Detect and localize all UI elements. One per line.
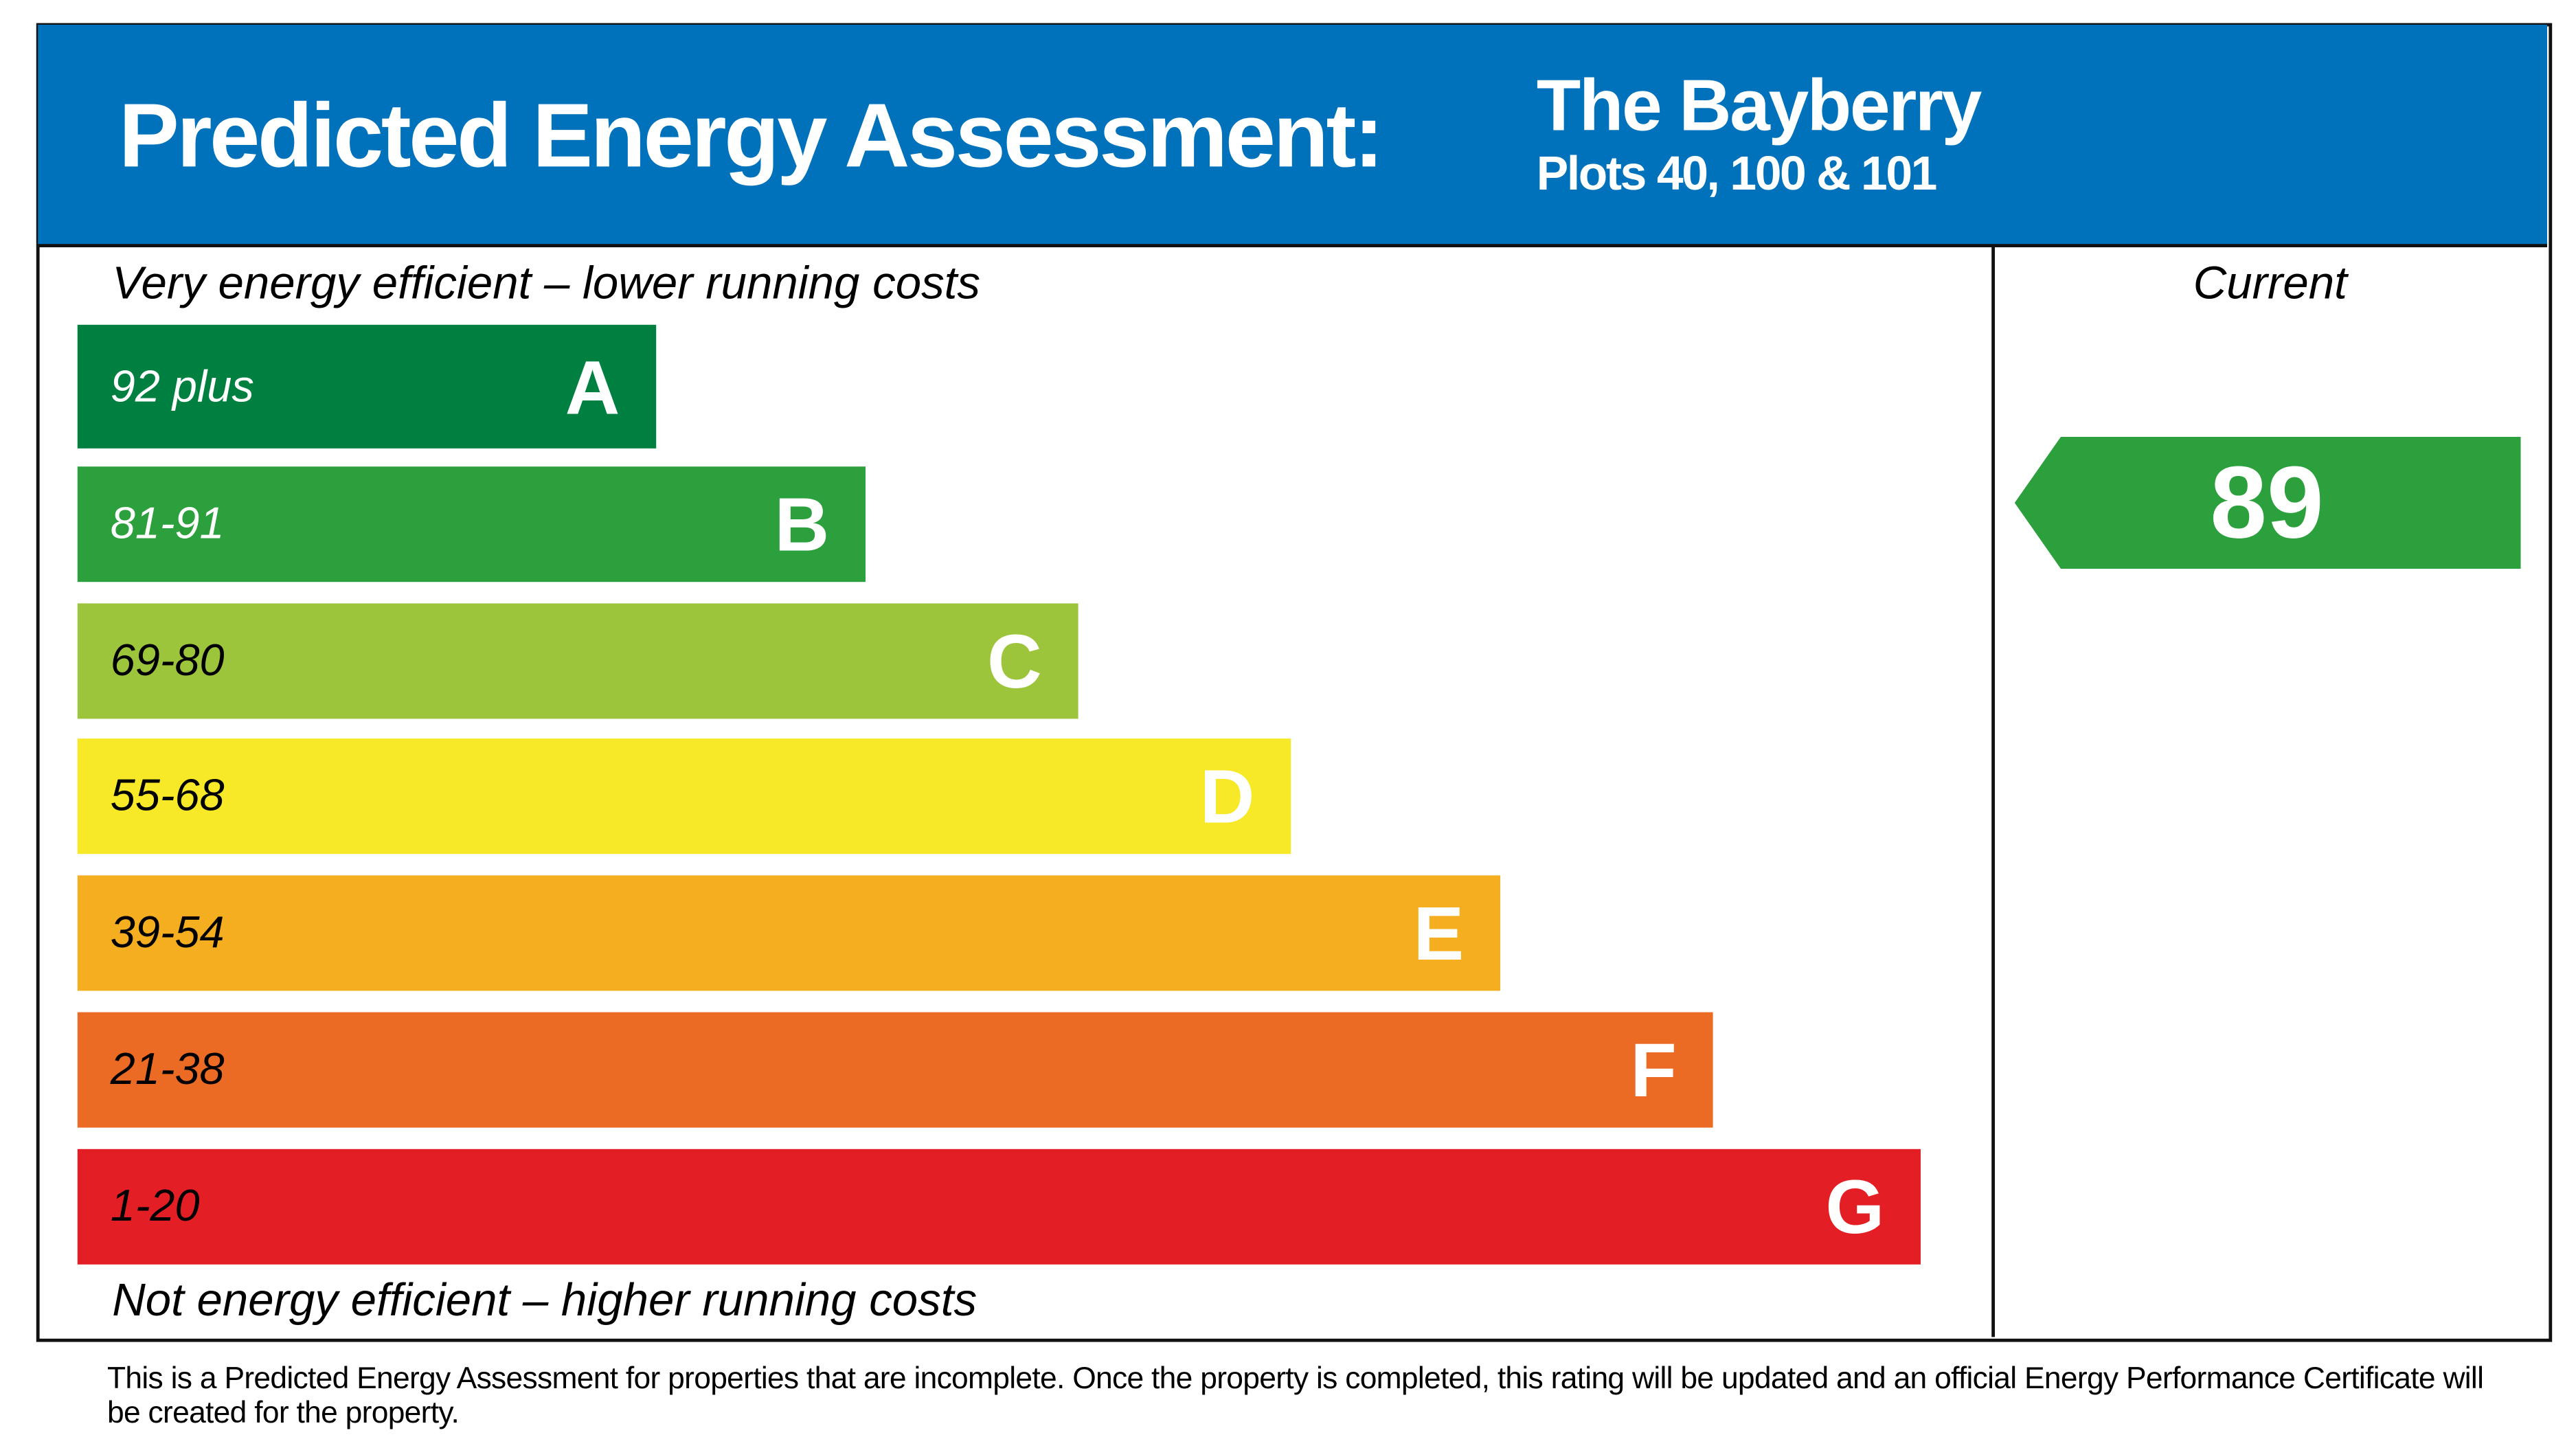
band-bar-f: 21-38 F (77, 1012, 1713, 1128)
band-range: 21-38 (110, 1044, 225, 1094)
current-column-label: Current (2193, 257, 2347, 308)
band-range: 39-54 (110, 907, 225, 958)
band-range: 81-91 (110, 499, 225, 549)
band-range: 92 plus (110, 361, 254, 411)
band-letter: G (1825, 1164, 1885, 1250)
band-bar-c: 69-80 C (77, 603, 1078, 719)
band-letter: F (1630, 1027, 1677, 1113)
current-rating-value: 89 (2210, 446, 2324, 561)
band-letter: B (774, 481, 830, 567)
page-title: Predicted Energy Assessment: (118, 84, 1384, 187)
band-range: 55-68 (110, 771, 225, 820)
band-bar-e: 39-54 E (77, 875, 1500, 991)
header-banner (38, 25, 2548, 247)
band-letter: D (1199, 753, 1255, 839)
property-name: The Bayberry (1536, 66, 1982, 147)
band-letter: E (1413, 890, 1465, 976)
column-divider (1991, 245, 1995, 1337)
band-range: 1-20 (110, 1181, 200, 1231)
band-letter: C (987, 618, 1042, 704)
band-bar-b: 81-91 B (77, 466, 866, 582)
band-letter: A (565, 343, 620, 430)
band-bar-a: 92 plus A (77, 324, 657, 449)
current-rating-arrow-shape (2014, 437, 2521, 569)
top-caption: Very energy efficient – lower running co… (112, 257, 980, 308)
current-rating-arrow (2014, 437, 2521, 569)
footnote: This is a Predicted Energy Assessment fo… (107, 1360, 2484, 1429)
bottom-caption: Not energy efficient – higher running co… (112, 1274, 978, 1326)
band-bar-d: 55-68 D (77, 738, 1291, 855)
band-bar-g: 1-20 G (77, 1149, 1921, 1265)
band-range: 69-80 (110, 635, 225, 686)
plots-label: Plots 40, 100 & 101 (1536, 148, 1938, 201)
